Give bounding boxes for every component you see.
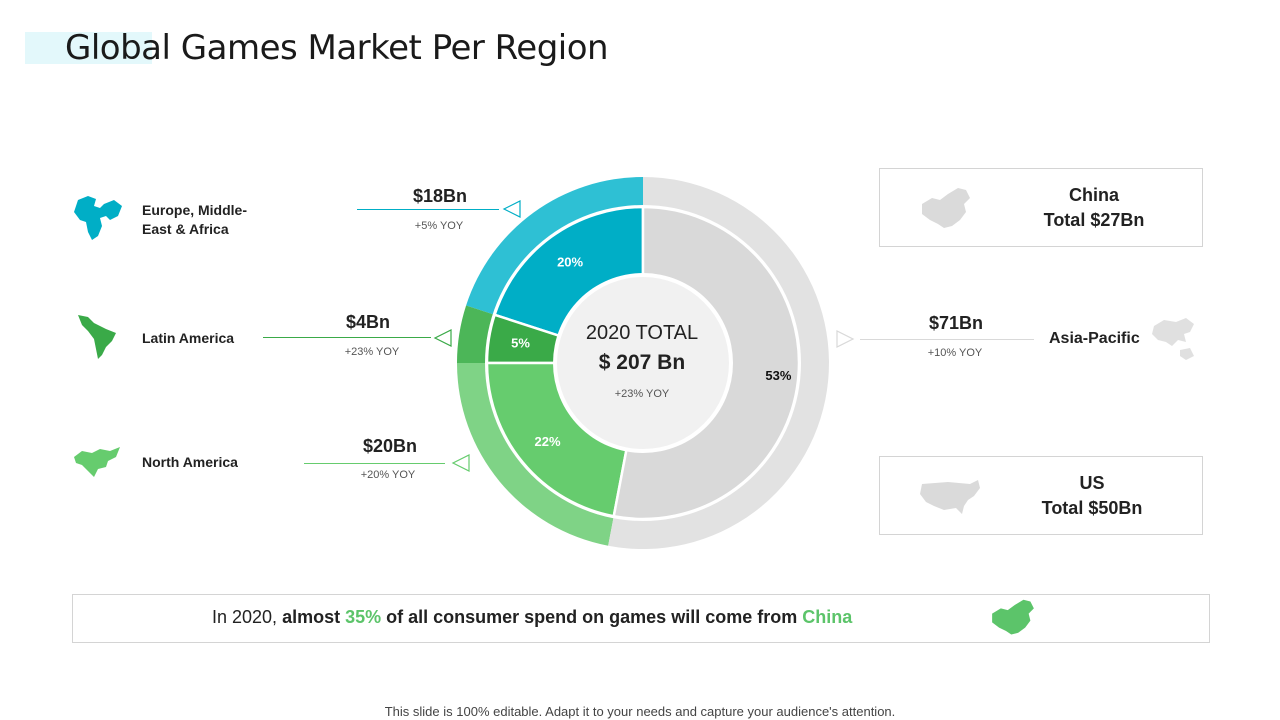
banner-highlight-china: China — [802, 607, 853, 627]
region-yoy-asia-pacific: +10% YOY — [927, 347, 983, 359]
donut-chart: 20% 5% 22% 53% — [456, 177, 829, 549]
region-yoy-emea: +5% YOY — [414, 220, 464, 232]
north-america-map-icon — [74, 447, 120, 477]
slice-label-asia-pacific: 53% — [765, 368, 791, 383]
region-value-emea: $18Bn — [412, 186, 468, 206]
slice-label-north-america: 22% — [534, 434, 560, 449]
slice-label-europe-middle-east-africa: 20% — [557, 255, 583, 270]
asia-pacific-map-icon — [1152, 318, 1194, 360]
connector-line-latin-america — [263, 337, 431, 338]
pointer-arrow-latin-america — [433, 329, 452, 347]
insight-text: In 2020, almost 35% of all consumer spen… — [212, 607, 852, 628]
region-label-emea: Europe, Middle- East & Africa — [142, 202, 247, 237]
banner-bold-2: of all consumer spend on games will come… — [381, 607, 803, 627]
banner-bold-1: almost — [282, 607, 346, 627]
pointer-arrow-north-america — [451, 454, 470, 472]
region-value-north-america: $20Bn — [362, 436, 418, 456]
us-box-total: Total $50Bn — [1041, 498, 1143, 518]
connector-line-north-america — [304, 463, 445, 464]
page-title: Global Games Market Per Region — [65, 28, 609, 68]
banner-prefix: In 2020, — [212, 607, 283, 627]
region-label-asia-pacific: Asia-Pacific — [1049, 330, 1140, 347]
region-value-latin-america: $4Bn — [345, 312, 390, 332]
region-yoy-north-america: +20% YOY — [360, 469, 416, 481]
latin-america-map-icon — [78, 315, 116, 359]
china-box-title: China — [1068, 185, 1119, 205]
banner-highlight-percent: 35% — [345, 607, 382, 627]
title-accent — [25, 32, 152, 64]
pointer-arrow-asia-pacific — [836, 330, 855, 348]
china-box-total: Total $27Bn — [1043, 210, 1145, 230]
region-value-asia-pacific: $71Bn — [928, 313, 984, 333]
slice-label-latin-america: 5% — [511, 336, 530, 351]
pointer-arrow-emea — [502, 200, 521, 218]
center-value: $ 207 Bn — [598, 351, 686, 374]
region-yoy-latin-america: +23% YOY — [344, 346, 400, 358]
footer-note: This slide is 100% editable. Adapt it to… — [384, 704, 896, 719]
us-map-icon — [920, 480, 980, 514]
center-yoy: +23% YOY — [614, 388, 670, 400]
banner-china-map-icon — [992, 599, 1034, 635]
center-title: 2020 TOTAL — [585, 322, 699, 344]
center-disc — [557, 277, 729, 449]
region-label-north-america: North America — [142, 454, 238, 470]
china-map-icon — [922, 188, 970, 228]
emea-map-icon — [74, 196, 122, 240]
region-label-latin-america: Latin America — [142, 330, 235, 346]
insight-banner — [72, 594, 1210, 643]
connector-line-emea — [357, 209, 499, 210]
connector-line-asia-pacific — [860, 339, 1034, 340]
us-box-title: US — [1079, 473, 1105, 493]
slice-labels: 20% 5% 22% 53% — [511, 255, 792, 449]
